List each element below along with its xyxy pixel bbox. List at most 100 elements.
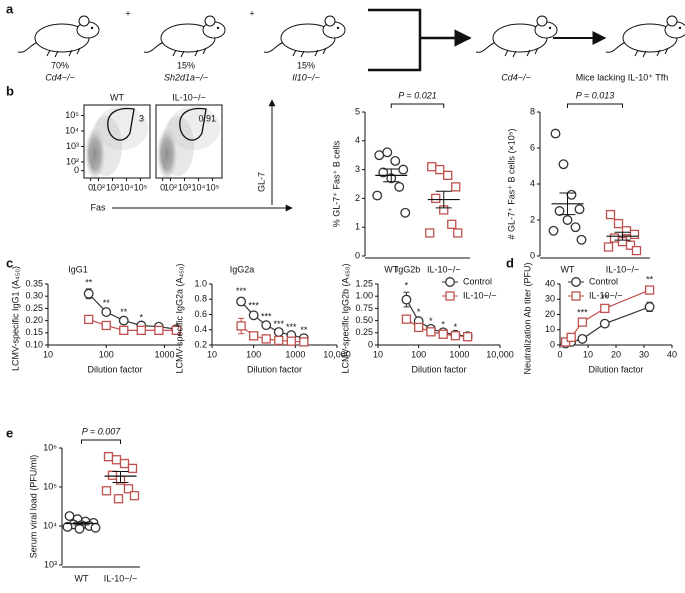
marker-square (621, 226, 632, 236)
y-tick-label: 10⁵ (43, 481, 57, 491)
y-tick-label: 0.2 (194, 339, 207, 349)
marker-circle (554, 206, 565, 216)
marker-circle (62, 521, 73, 532)
marker-square (605, 209, 616, 220)
mouse-percent: 70% (51, 60, 69, 70)
p-value: P = 0.013 (576, 90, 614, 100)
mouse-leg (194, 49, 199, 57)
y-tick-label: 0.4 (194, 324, 207, 334)
marker-square (101, 486, 112, 496)
legend-label: Control (463, 276, 492, 286)
significance-stars: *** (286, 322, 297, 332)
marker-circle (394, 181, 405, 192)
sem-bar (435, 190, 452, 209)
marker-circle (599, 318, 610, 329)
mouse-leg (504, 49, 509, 57)
sem-bar (383, 168, 400, 183)
x-tick-label: 10 (43, 349, 53, 359)
flow-x-label: Fas (90, 202, 106, 212)
sem-bar (614, 231, 631, 241)
marker-circle (273, 327, 284, 337)
mouse-leg (172, 49, 177, 57)
marker-circle (390, 156, 401, 166)
chart-title: IgG2b (396, 264, 421, 274)
y-tick-label: 10³ (66, 141, 79, 151)
y-tick-label: 10⁵ (65, 110, 79, 120)
mouse-leg (46, 49, 51, 57)
marker-circle (74, 523, 85, 534)
marker-square (631, 245, 642, 256)
legend-label: IL-10−/− (589, 290, 623, 300)
y-axis-label: LCMV-specific IgG2b (A₄₅₀) (340, 263, 350, 373)
mouse-genotype: Il10−/− (292, 72, 320, 82)
mouse-leg (512, 50, 517, 58)
mouse-leg (292, 49, 297, 57)
marker-square (249, 331, 259, 341)
marker-square (101, 320, 111, 331)
marker-square (600, 303, 610, 314)
mouse-leg (180, 50, 185, 58)
event-density (90, 116, 122, 176)
significance-bracket (81, 439, 121, 444)
x-tick-label: 30 (639, 349, 649, 359)
marker-circle (562, 215, 573, 225)
p-value: P = 0.021 (398, 90, 436, 100)
y-tick-label: 0.15 (25, 327, 43, 337)
marker-circle (236, 296, 247, 307)
x-tick-label: IL-10−/− (427, 264, 461, 274)
significance-bracket (390, 103, 445, 108)
gate (107, 107, 135, 141)
x-tick-label: 1000 (449, 349, 469, 359)
mouse-ear (324, 15, 336, 27)
legend-marker (445, 291, 455, 301)
marker-circle (83, 288, 94, 299)
mouse-tail (17, 41, 39, 53)
marker-square (84, 314, 94, 325)
x-tick-label: 10⁵ (134, 182, 148, 192)
mouse-ear (536, 15, 548, 27)
y-tick-label: 1 (355, 222, 360, 232)
legend-marker (571, 291, 581, 301)
marker-square (577, 317, 588, 327)
y-tick-label: 0.6 (194, 309, 207, 319)
mouse-leg (300, 50, 305, 58)
y-tick-label: 0.75 (355, 303, 373, 313)
significance-stars: * (405, 281, 409, 291)
mouse-icon (143, 15, 226, 58)
x-axis-label: Dilution factor (87, 364, 142, 374)
significance-stars: *** (577, 307, 588, 317)
y-tick-label: 30 (545, 294, 555, 304)
marker-circle (248, 310, 259, 321)
marker-square (435, 164, 445, 175)
marker-square (451, 182, 461, 192)
gate-value: 3 (139, 113, 144, 123)
significance-stars: *** (261, 311, 272, 321)
marker-circle (101, 307, 112, 318)
gate (179, 107, 207, 141)
y-tick-label: 0.10 (25, 339, 43, 349)
mouse-tail (143, 41, 165, 53)
x-tick-label: 0 (160, 182, 165, 192)
marker-circle (372, 190, 383, 201)
x-tick-label: 0 (557, 349, 562, 359)
event-density (157, 128, 177, 180)
marker-square (123, 484, 134, 494)
event-density (85, 128, 105, 180)
sem-bar (112, 470, 129, 484)
marker-square (103, 452, 114, 462)
mouse-leg (634, 49, 639, 57)
y-tick-label: 0 (550, 339, 555, 349)
x-tick-label: IL-10−/− (606, 264, 640, 274)
marker-square (450, 331, 461, 341)
y-tick-label: 5 (355, 106, 360, 116)
plus-sign: + (249, 8, 254, 18)
marker-square (447, 219, 457, 229)
x-tick-label: 10 (583, 349, 593, 359)
flow-title: IL-10−/− (172, 92, 206, 102)
mouse-tail (605, 41, 627, 53)
y-tick-label: 0.30 (25, 291, 43, 301)
mouse-ear (78, 15, 90, 27)
marker-square (401, 314, 412, 324)
mouse-icon (605, 15, 685, 58)
